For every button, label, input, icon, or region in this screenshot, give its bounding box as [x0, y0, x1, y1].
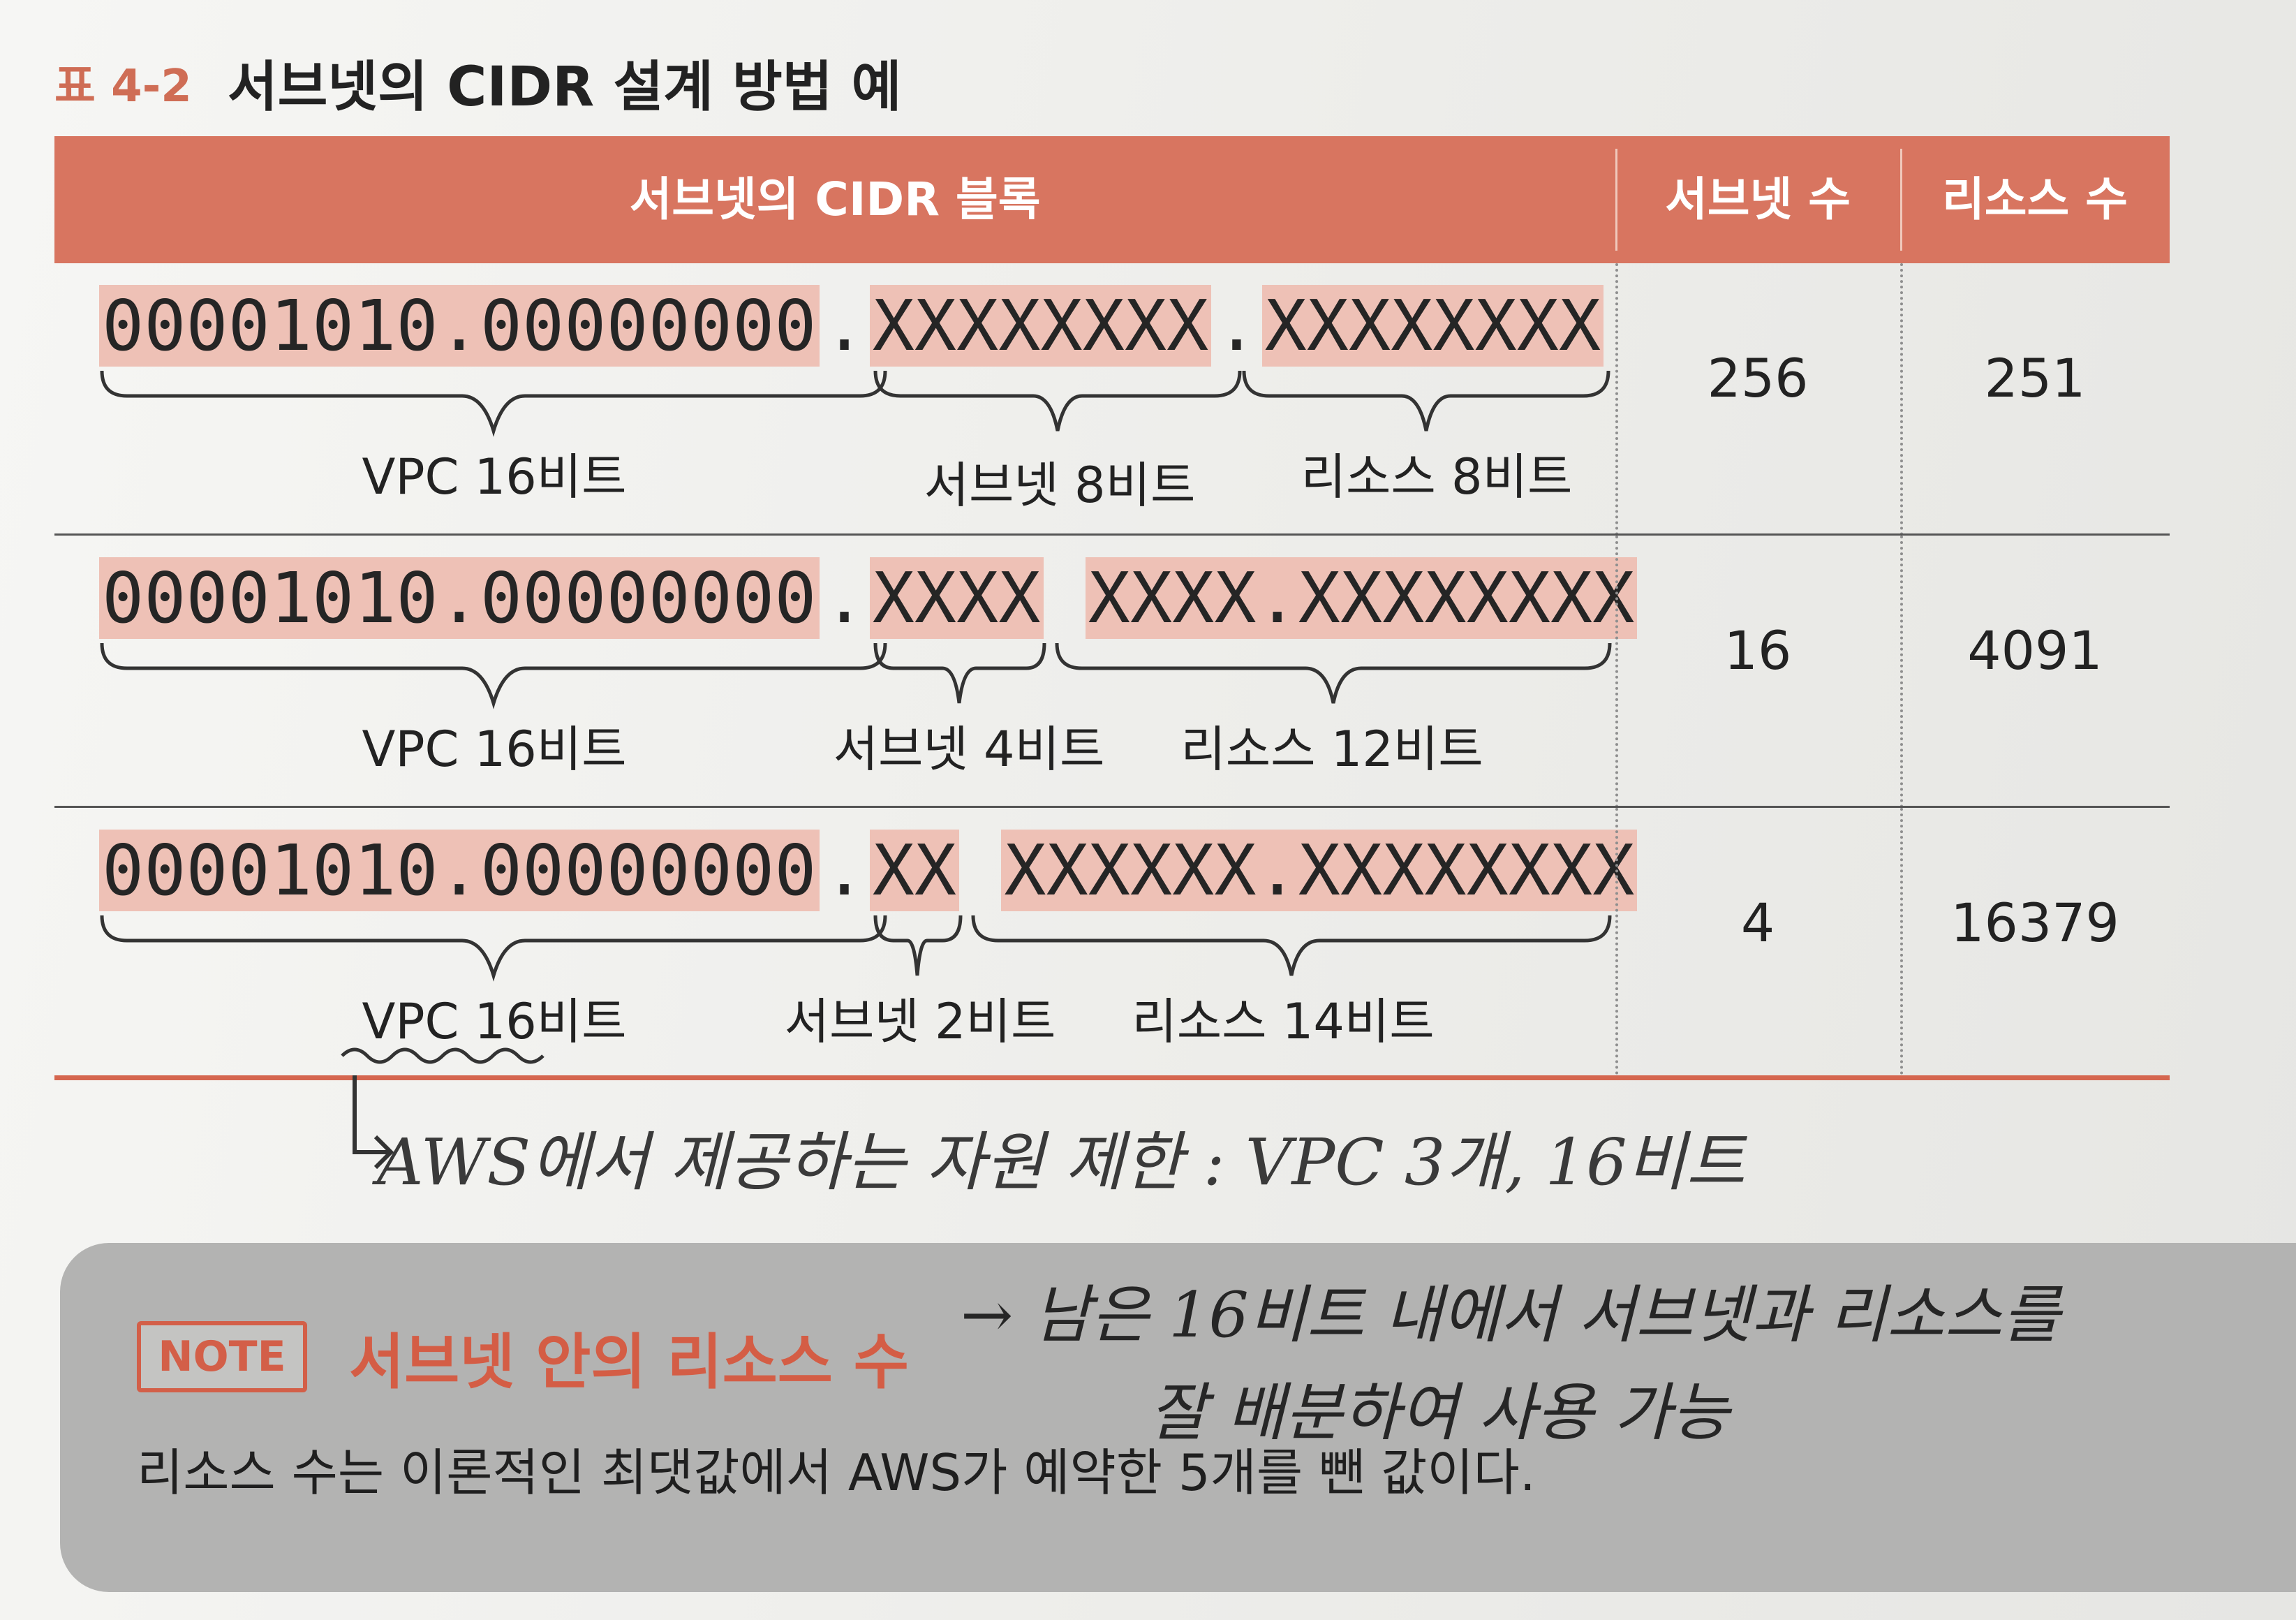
cidr-bits: 00001010.00000000. XX XXXXXX.XXXXXXXX [99, 829, 1638, 913]
subnet-bits: XXXXXXXX [869, 285, 1212, 367]
note-body: 리소스 수는 이론적인 최댓값에서 AWS가 예약한 5개를 뺀 값이다. [137, 1443, 1536, 1502]
vpc-brace [100, 370, 887, 437]
subnet-brace [873, 370, 1242, 432]
column-divider [1900, 536, 1903, 808]
subnet-brace [873, 915, 963, 976]
note-box: NOTE 서브넷 안의 리소스 수 → 남은 16비트 내에서 서브넷과 리소스… [60, 1243, 2296, 1592]
header-cidr-block: 서브넷의 CIDR 블록 [629, 172, 1041, 226]
cidr-bits: 00001010.00000000. XXXX XXXX.XXXXXXXX [99, 557, 1638, 640]
cidr-table: 서브넷의 CIDR 블록 서브넷 수 리소스 수 00001010.000000… [54, 136, 2170, 1093]
table-bottom-rule [54, 1075, 2170, 1080]
resource-label: 리소스 14비트 [1132, 993, 1435, 1050]
dot-separator: . [823, 285, 866, 367]
subnet-count: 16 [1724, 619, 1792, 682]
wavy-underline [341, 1047, 545, 1064]
resource-bits: XXXX.XXXXXXXX [1085, 557, 1638, 639]
subnet-bits: XX [869, 830, 960, 911]
vpc-label: VPC 16비트 [362, 448, 627, 506]
subnet-count: 4 [1740, 892, 1775, 954]
header-divider [1900, 149, 1902, 251]
subnet-label: 서브넷 4비트 [833, 721, 1105, 778]
subnet-count: 256 [1707, 347, 1809, 409]
resource-count: 251 [1984, 347, 2086, 409]
resource-bits: XXXXXX.XXXXXXXX [1001, 830, 1638, 911]
vpc-brace [100, 642, 887, 709]
table-title: 서브넷의 CIDR 설계 방법 예 [227, 56, 902, 119]
row-divider [54, 533, 2170, 536]
dot-separator: . [1215, 285, 1258, 367]
column-divider [1900, 808, 1903, 1080]
header-divider [1615, 149, 1617, 251]
row-divider [54, 806, 2170, 808]
subnet-brace [873, 642, 1046, 704]
cidr-bits: 00001010.00000000. XXXXXXXX. XXXXXXXX [99, 284, 1604, 368]
dot-separator: . [823, 830, 866, 911]
handwritten-note-line-1: → 남은 16비트 내에서 서브넷과 리소스를 [961, 1279, 2060, 1352]
resource-count: 16379 [1950, 892, 2119, 954]
handwritten-note-line-2: 잘 배분하여 사용 가능 [1149, 1376, 1730, 1450]
resource-bits: XXXXXXXX [1261, 285, 1604, 367]
resource-brace [971, 915, 1612, 976]
table-caption: 표 4-2 서브넷의 CIDR 설계 방법 예 [54, 43, 901, 120]
dot-separator: . [823, 557, 866, 639]
header-resource-count: 리소스 수 [1942, 172, 2128, 226]
table-row: 00001010.00000000. XX XXXXXX.XXXXXXXX VPC… [54, 808, 2170, 1080]
resource-brace [1055, 642, 1612, 704]
resource-label: 리소스 12비트 [1180, 721, 1483, 778]
column-divider [1615, 808, 1618, 1080]
subnet-label: 서브넷 2비트 [784, 993, 1056, 1050]
vpc-bits: 00001010.00000000 [99, 557, 820, 639]
header-subnet-count: 서브넷 수 [1665, 172, 1851, 226]
handwritten-annotation: AWS에서 제공하는 자원 제한 : VPC 3개, 16비트 [377, 1125, 1745, 1200]
note-title: 서브넷 안의 리소스 수 [349, 1327, 909, 1397]
resource-label: 리소스 8비트 [1301, 448, 1573, 506]
table-number: 표 4-2 [54, 61, 192, 112]
table-row: 00001010.00000000. XXXXXXXX. XXXXXXXX VPC … [54, 263, 2170, 536]
subnet-bits: XXXX [869, 557, 1044, 639]
resource-count: 4091 [1967, 619, 2103, 682]
column-divider [1615, 263, 1618, 536]
table-header: 서브넷의 CIDR 블록 서브넷 수 리소스 수 [54, 136, 2170, 263]
hook-arrow-icon [353, 1075, 394, 1170]
vpc-brace [100, 915, 887, 982]
subnet-label: 서브넷 8비트 [924, 457, 1196, 514]
note-tag: NOTE [137, 1321, 307, 1392]
resource-brace [1242, 370, 1610, 432]
column-divider [1900, 263, 1903, 536]
column-divider [1615, 536, 1618, 808]
table-row: 00001010.00000000. XXXX XXXX.XXXXXXXX VPC… [54, 536, 2170, 808]
vpc-bits: 00001010.00000000 [99, 285, 820, 367]
vpc-bits: 00001010.00000000 [99, 830, 820, 911]
vpc-label: VPC 16비트 [362, 721, 627, 778]
vpc-label: VPC 16비트 [362, 993, 627, 1050]
